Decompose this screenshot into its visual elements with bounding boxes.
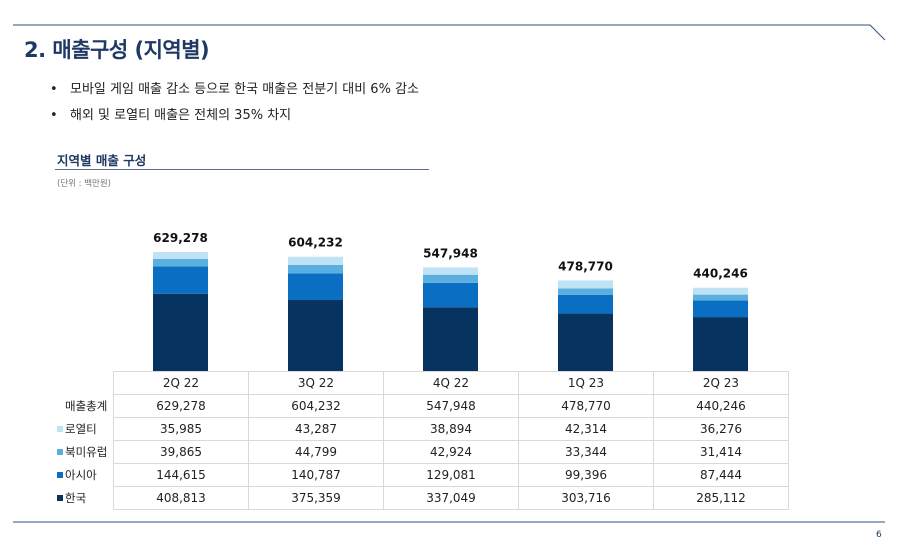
bullet-item: • 해외 및 로열티 매출은 전체의 35% 차지 [50, 104, 291, 123]
bar-segment-로열티 [558, 280, 613, 289]
bar-segment-아시아 [153, 266, 208, 294]
bullet-item: • 모바일 게임 매출 감소 등으로 한국 매출은 전분기 대비 6% 감소 [50, 78, 419, 97]
total-data-label: 547,948 [423, 246, 478, 260]
bar-segment-아시아 [693, 300, 748, 318]
total-data-label: 604,232 [288, 236, 343, 250]
table-cell: 547,948 [383, 394, 519, 418]
table-cell: 4Q 22 [383, 371, 519, 395]
table-cell: 36,276 [653, 417, 789, 441]
table-cell: 44,799 [248, 440, 384, 464]
bar-segment-북미유럽 [693, 294, 748, 301]
table-cell: 129,081 [383, 463, 519, 487]
bar-segment-아시아 [288, 273, 343, 301]
table-cell: 39,865 [113, 440, 249, 464]
table-cell: 43,287 [248, 417, 384, 441]
chart-title: 지역별 매출 구성 [57, 153, 147, 168]
bullet-dot: • [50, 82, 58, 97]
row-label: 매출총계 [57, 394, 114, 418]
bar-segment-한국 [558, 313, 613, 371]
table-row: 아시아 144,615 140,787 129,081 99,396 87,444 [57, 463, 789, 487]
bar-segment-북미유럽 [288, 264, 343, 274]
table-cell: 87,444 [653, 463, 789, 487]
table-cell: 38,894 [383, 417, 519, 441]
table-cell: 42,924 [383, 440, 519, 464]
series-name: 한국 [65, 491, 87, 505]
table-row-total: 매출총계 629,278 604,232 547,948 478,770 440,246 [57, 394, 789, 418]
table-cell: 3Q 22 [248, 371, 384, 395]
page-number: 6 [876, 530, 882, 540]
bar-segment-북미유럽 [558, 288, 613, 295]
table-cell: 140,787 [248, 463, 384, 487]
table-cell: 337,049 [383, 486, 519, 510]
bullet-text: 모바일 게임 매출 감소 등으로 한국 매출은 전분기 대비 6% 감소 [70, 82, 419, 97]
series-name: 아시아 [65, 468, 97, 482]
table-cell: 31,414 [653, 440, 789, 464]
legend-swatch [57, 426, 63, 432]
table-cell: 144,615 [113, 463, 249, 487]
table-cell: 604,232 [248, 394, 384, 418]
series-name: 북미유럽 [65, 445, 108, 459]
table-cell: 99,396 [518, 463, 654, 487]
header-line [13, 24, 886, 41]
unit-label: (단위 : 백만원) [57, 179, 112, 189]
legend-swatch [57, 472, 63, 478]
table-cell: 2Q 22 [113, 371, 249, 395]
bar-segment-한국 [153, 293, 208, 371]
total-data-label: 629,278 [153, 231, 208, 245]
chart-title-underline [55, 169, 429, 170]
page-title: 2. 매출구성 (지역별) [24, 38, 210, 62]
series-name: 로열티 [65, 422, 97, 436]
bar-segment-한국 [693, 317, 748, 371]
bar-segment-로열티 [693, 287, 748, 295]
table-cell: 303,716 [518, 486, 654, 510]
total-data-label: 478,770 [558, 259, 613, 273]
table-cell: 1Q 23 [518, 371, 654, 395]
table-cell: 478,770 [518, 394, 654, 418]
legend-swatch [57, 495, 63, 501]
table-cell: 2Q 23 [653, 371, 789, 395]
row-label [57, 371, 114, 395]
bar-segment-아시아 [423, 282, 478, 308]
bar-segment-한국 [288, 300, 343, 371]
table-header-row: 2Q 22 3Q 22 4Q 22 1Q 23 2Q 23 [57, 371, 789, 395]
bar-segment-한국 [423, 307, 478, 371]
table-row: 한국 408,813 375,359 337,049 303,716 285,112 [57, 486, 789, 510]
bar-segment-아시아 [558, 294, 613, 314]
data-table: 2Q 22 3Q 22 4Q 22 1Q 23 2Q 23 매출총계 629,278 604,… [57, 371, 789, 510]
bar-segment-로열티 [423, 267, 478, 275]
table-cell: 629,278 [113, 394, 249, 418]
bars: 629,278 604,232 547,948 478,770 440,246 [153, 231, 748, 371]
bar-segment-로열티 [153, 252, 208, 259]
row-label: 아시아 [57, 463, 114, 487]
table-row: 북미유럽 39,865 44,799 42,924 33,344 31,414 [57, 440, 789, 464]
total-label: 매출총계 [65, 399, 108, 413]
total-data-label: 440,246 [693, 267, 748, 281]
table-cell: 42,314 [518, 417, 654, 441]
table-cell: 408,813 [113, 486, 249, 510]
table-cell: 440,246 [653, 394, 789, 418]
bullet-dot: • [50, 108, 58, 123]
bar-segment-북미유럽 [423, 274, 478, 283]
table-cell: 35,985 [113, 417, 249, 441]
row-label: 로열티 [57, 417, 114, 441]
bullet-text: 해외 및 로열티 매출은 전체의 35% 차지 [70, 108, 292, 123]
bar-segment-로열티 [288, 256, 343, 265]
bar-segment-북미유럽 [153, 258, 208, 267]
table-cell: 33,344 [518, 440, 654, 464]
row-label: 한국 [57, 486, 114, 510]
legend-swatch [57, 449, 63, 455]
table-cell: 375,359 [248, 486, 384, 510]
row-label: 북미유럽 [57, 440, 114, 464]
table-row: 로열티 35,985 43,287 38,894 42,314 36,276 [57, 417, 789, 441]
table-cell: 285,112 [653, 486, 789, 510]
